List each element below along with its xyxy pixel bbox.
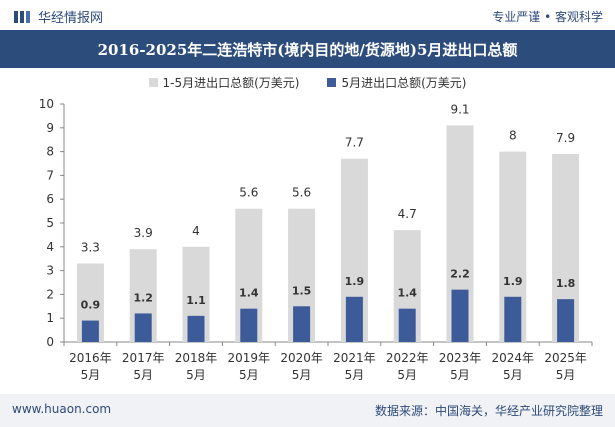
bar-may [187, 315, 205, 342]
data-label-ytd: 3.9 [134, 226, 153, 240]
x-tick-label-year: 2024年 [492, 351, 535, 365]
bar-may [557, 299, 575, 342]
footer: www.huaon.com 数据来源：中国海关，华经产业研究院整理 [0, 394, 615, 427]
title-bar: 2016-2025年二连浩特市(境内目的地/货源地)5月进出口总额 [0, 30, 615, 68]
x-tick-label-year: 2020年 [280, 351, 323, 365]
x-tick-label-year: 2023年 [439, 351, 482, 365]
bar-may [451, 289, 469, 342]
data-label-ytd: 7.9 [556, 131, 575, 145]
bar-chart: 0 1 2 3 4 5 6 7 8 9 10 3.3 0.9 2016年 5月 3.9 1.2 2017年 5月 4 1… [39, 97, 593, 382]
x-tick-label-year: 2018年 [175, 351, 218, 365]
x-tick-label-month: 5月 [133, 368, 153, 382]
data-label-may: 2.2 [450, 268, 470, 281]
x-tick-label-year: 2021年 [333, 351, 376, 365]
tagline: 专业严谨 • 客观科学 [492, 10, 603, 24]
data-label-ytd: 5.6 [239, 186, 258, 200]
data-label-may: 1.9 [503, 275, 523, 288]
data-label-may: 1.1 [186, 294, 206, 307]
data-label-ytd: 8 [509, 129, 517, 143]
brand-logo-icon [14, 10, 30, 23]
x-tick-label-year: 2025年 [544, 351, 587, 365]
legend-item-ytd: 1-5月进出口总额(万美元) [148, 74, 300, 91]
y-tick-label: 7 [46, 168, 54, 182]
bar-may [398, 308, 416, 342]
legend-swatch-may [327, 78, 337, 87]
data-label-may: 1.8 [556, 277, 576, 290]
y-tick-label: 8 [46, 145, 54, 159]
x-tick-label-year: 2016年 [69, 351, 112, 365]
legend-swatch-ytd [148, 78, 158, 87]
bar-may [81, 320, 99, 342]
legend-label-may: 5月进出口总额(万美元) [341, 76, 467, 90]
x-tick-label-year: 2019年 [228, 351, 271, 365]
data-label-ytd: 3.3 [81, 240, 100, 254]
x-tick-label-month: 5月 [397, 368, 417, 382]
data-label-may: 1.5 [292, 284, 312, 297]
data-label-ytd: 4 [192, 224, 200, 238]
y-tick-label: 1 [46, 311, 54, 325]
x-tick-label-month: 5月 [292, 368, 312, 382]
data-label-may: 0.9 [81, 299, 101, 312]
brand[interactable]: 华经情报网 [14, 7, 103, 26]
data-label-may: 1.4 [239, 287, 259, 300]
x-tick-label-year: 2017年 [122, 351, 165, 365]
legend-label-ytd: 1-5月进出口总额(万美元) [162, 76, 300, 90]
footer-website[interactable]: www.huaon.com [12, 402, 112, 416]
x-tick-label-month: 5月 [450, 368, 470, 382]
top-bar: 华经情报网 专业严谨 • 客观科学 [0, 0, 615, 30]
bar-may [240, 308, 258, 342]
data-label-ytd: 4.7 [398, 207, 417, 221]
y-tick-label: 4 [46, 240, 54, 254]
x-tick-label-month: 5月 [345, 368, 365, 382]
brand-name: 华经情报网 [38, 11, 104, 26]
x-tick-label-month: 5月 [81, 368, 101, 382]
bar-may [345, 296, 363, 342]
bar-may [134, 313, 152, 342]
x-tick-label-year: 2022年 [386, 351, 429, 365]
legend-item-may: 5月进出口总额(万美元) [327, 74, 466, 91]
y-tick-label: 9 [46, 121, 54, 135]
data-label-ytd: 5.6 [292, 186, 311, 200]
data-label-may: 1.9 [345, 275, 365, 288]
x-tick-label-month: 5月 [503, 368, 523, 382]
footer-source: 数据来源：中国海关，华经产业研究院整理 [374, 404, 603, 418]
data-label-ytd: 9.1 [450, 102, 469, 116]
chart-legend: 1-5月进出口总额(万美元) 5月进出口总额(万美元) [0, 74, 615, 91]
y-tick-label: 3 [46, 264, 54, 278]
x-tick-label-month: 5月 [556, 368, 576, 382]
y-tick-label: 6 [46, 192, 54, 206]
data-label-may: 1.2 [133, 291, 153, 304]
data-label-may: 1.4 [397, 287, 417, 300]
bar-may [504, 296, 522, 342]
bar-may [293, 306, 311, 342]
y-tick-label: 5 [46, 216, 54, 230]
x-tick-label-month: 5月 [239, 368, 259, 382]
y-tick-label: 10 [39, 97, 54, 111]
y-tick-label: 0 [46, 335, 54, 349]
data-label-ytd: 7.7 [345, 136, 364, 150]
chart-title: 2016-2025年二连浩特市(境内目的地/货源地)5月进出口总额 [97, 40, 518, 59]
y-tick-label: 2 [46, 287, 54, 301]
x-tick-label-month: 5月 [186, 368, 206, 382]
